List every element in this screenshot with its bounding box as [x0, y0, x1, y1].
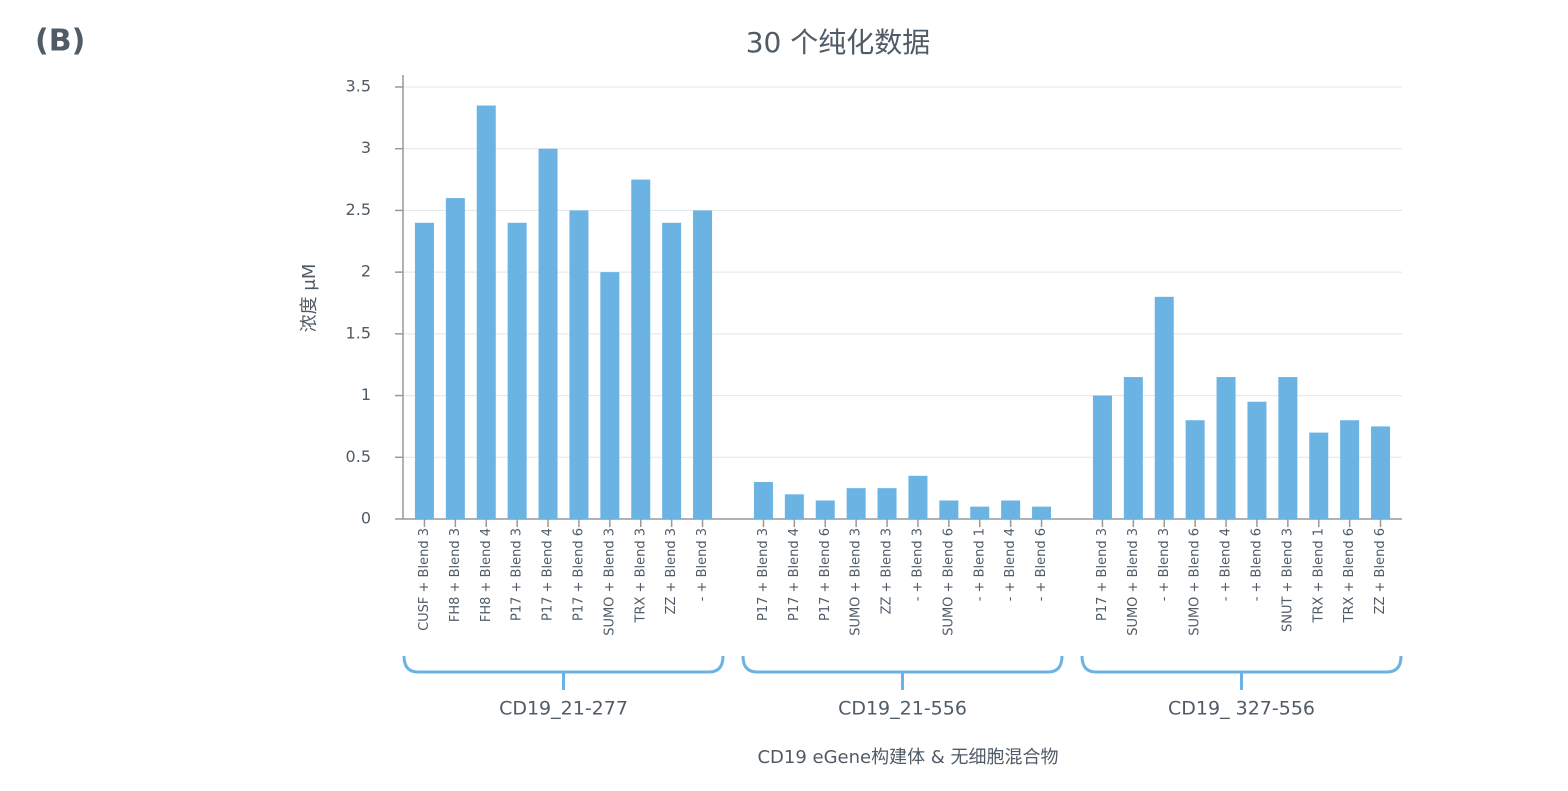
- bar: [476, 105, 496, 519]
- y-axis-title: 浓度 μM: [299, 264, 320, 333]
- chart-title: 30 个纯化数据: [746, 26, 931, 59]
- bar: [414, 222, 434, 519]
- bar: [1001, 500, 1021, 519]
- x-tick-label: - + Blend 3: [695, 528, 710, 601]
- y-tick-label: 3.5: [346, 77, 371, 96]
- bar: [662, 222, 682, 519]
- x-tick-label: - + Blend 3: [1157, 528, 1172, 601]
- bar: [631, 179, 651, 520]
- x-tick-label: - + Blend 3: [910, 528, 925, 601]
- bar: [1309, 432, 1329, 519]
- x-tick-label: FH8 + Blend 3: [448, 528, 463, 622]
- x-tick-label: ZZ + Blend 3: [664, 528, 679, 614]
- x-tick-label: P17 + Blend 3: [756, 528, 771, 621]
- group-label: CD19_21-556: [838, 698, 967, 720]
- bar: [538, 148, 558, 519]
- x-tick-label: - + Blend 6: [1034, 528, 1049, 601]
- x-tick-label: P17 + Blend 4: [541, 528, 556, 621]
- x-tick-label: SUMO + Blend 6: [1188, 528, 1203, 636]
- x-tick-label: SUMO + Blend 3: [1126, 528, 1141, 636]
- bar: [846, 488, 866, 519]
- bar: [507, 222, 527, 519]
- x-tick-label: CUSF + Blend 3: [417, 528, 432, 631]
- bar: [970, 506, 990, 519]
- x-tick-label: FH8 + Blend 4: [479, 528, 494, 622]
- group-bracket: [402, 655, 725, 690]
- x-tick-label: P17 + Blend 3: [1095, 528, 1110, 621]
- x-tick-label: SUMO + Blend 3: [602, 528, 617, 636]
- bar: [445, 198, 465, 520]
- y-tick-label: 3: [361, 138, 371, 157]
- bar: [600, 272, 620, 519]
- y-tick-label: 1.5: [346, 323, 371, 342]
- bar: [1092, 395, 1112, 519]
- y-tick-label: 1: [361, 385, 371, 404]
- x-tick-label: - + Blend 1: [972, 528, 987, 601]
- bar: [1278, 377, 1298, 519]
- x-tick-label: SNUT + Blend 3: [1280, 528, 1295, 632]
- group-bracket: [1080, 655, 1403, 690]
- x-tick-label: TRX + Blend 3: [633, 528, 648, 623]
- bar: [1123, 377, 1143, 519]
- y-tick-label: 2: [361, 262, 371, 281]
- x-tick-label: P17 + Blend 3: [510, 528, 525, 621]
- bar: [753, 481, 773, 519]
- y-tick-label: 0.5: [346, 447, 371, 466]
- x-tick-label: P17 + Blend 6: [571, 528, 586, 621]
- bar: [1032, 506, 1052, 519]
- x-tick-label: - + Blend 4: [1003, 528, 1018, 601]
- x-tick-label: SUMO + Blend 6: [941, 528, 956, 636]
- bar: [784, 494, 804, 519]
- bar: [1154, 296, 1174, 519]
- x-tick-label: - + Blend 6: [1249, 528, 1264, 601]
- bar: [1247, 401, 1267, 519]
- x-tick-label: SUMO + Blend 3: [849, 528, 864, 636]
- y-tick-label: 2.5: [346, 200, 371, 219]
- x-tick-label: P17 + Blend 6: [818, 528, 833, 621]
- bar: [939, 500, 959, 519]
- x-tick-label: P17 + Blend 4: [787, 528, 802, 621]
- x-axis-title: CD19 eGene构建体 & 无细胞混合物: [757, 747, 1058, 768]
- bar: [569, 210, 589, 519]
- bar: [1340, 420, 1360, 519]
- panel-label: (B): [35, 24, 85, 59]
- bar: [908, 475, 928, 519]
- x-tick-label: ZZ + Blend 3: [880, 528, 895, 614]
- x-tick-label: TRX + Blend 6: [1342, 528, 1357, 623]
- bar: [1216, 377, 1236, 519]
- x-tick-label: - + Blend 4: [1219, 528, 1234, 601]
- bar: [1371, 426, 1391, 519]
- bar: [1185, 420, 1205, 519]
- bar: [877, 488, 897, 519]
- bar: [693, 210, 713, 519]
- group-label: CD19_ 327-556: [1168, 698, 1315, 720]
- x-tick-label: ZZ + Blend 6: [1373, 528, 1388, 614]
- y-tick-label: 0: [361, 509, 371, 528]
- group-label: CD19_21-277: [499, 698, 628, 720]
- x-tick-label: TRX + Blend 1: [1311, 528, 1326, 623]
- bar: [815, 500, 835, 519]
- group-bracket: [741, 655, 1064, 690]
